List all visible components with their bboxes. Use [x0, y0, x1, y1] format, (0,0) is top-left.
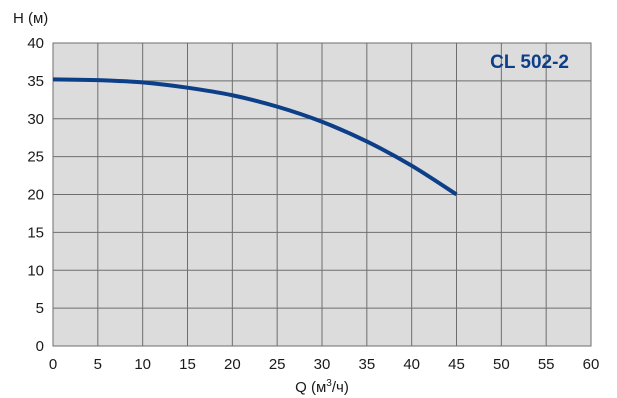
x-axis-label-tail: /ч) — [332, 379, 349, 396]
x-tick-label: 20 — [224, 356, 241, 373]
x-axis-label-main: Q (м — [295, 379, 326, 396]
y-tick-label: 30 — [27, 111, 44, 128]
x-tick-label: 15 — [179, 356, 196, 373]
y-tick-label: 20 — [27, 187, 44, 204]
x-tick-label: 40 — [403, 356, 420, 373]
x-tick-label: 45 — [448, 356, 465, 373]
x-axis-ticks: 0 5 10 15 20 25 30 35 40 45 50 55 60 — [49, 356, 600, 373]
chart-title: CL 502-2 — [490, 52, 569, 73]
y-tick-label: 5 — [36, 300, 44, 317]
x-axis-label-sup: 3 — [326, 378, 332, 389]
y-tick-label: 25 — [27, 149, 44, 166]
pump-curve — [52, 77, 458, 197]
x-tick-label: 0 — [49, 356, 57, 373]
y-axis-ticks: 0 5 10 15 20 25 30 35 40 — [27, 35, 44, 355]
y-tick-label: 10 — [27, 262, 44, 279]
y-axis-label: H (м) — [13, 10, 48, 27]
x-tick-label: 10 — [134, 356, 151, 373]
y-tick-label: 35 — [27, 73, 44, 90]
x-tick-label: 50 — [493, 356, 510, 373]
x-tick-label: 25 — [269, 356, 286, 373]
plot-frame — [52, 42, 592, 347]
x-tick-label: 35 — [358, 356, 375, 373]
x-tick-label: 5 — [94, 356, 102, 373]
x-axis-label: Q (м3/ч) — [295, 378, 349, 396]
y-tick-label: 0 — [36, 338, 44, 355]
y-tick-label: 15 — [27, 224, 44, 241]
x-tick-label: 30 — [314, 356, 331, 373]
x-tick-label: 55 — [538, 356, 555, 373]
y-tick-label: 40 — [27, 35, 44, 52]
x-tick-label: 60 — [583, 356, 600, 373]
